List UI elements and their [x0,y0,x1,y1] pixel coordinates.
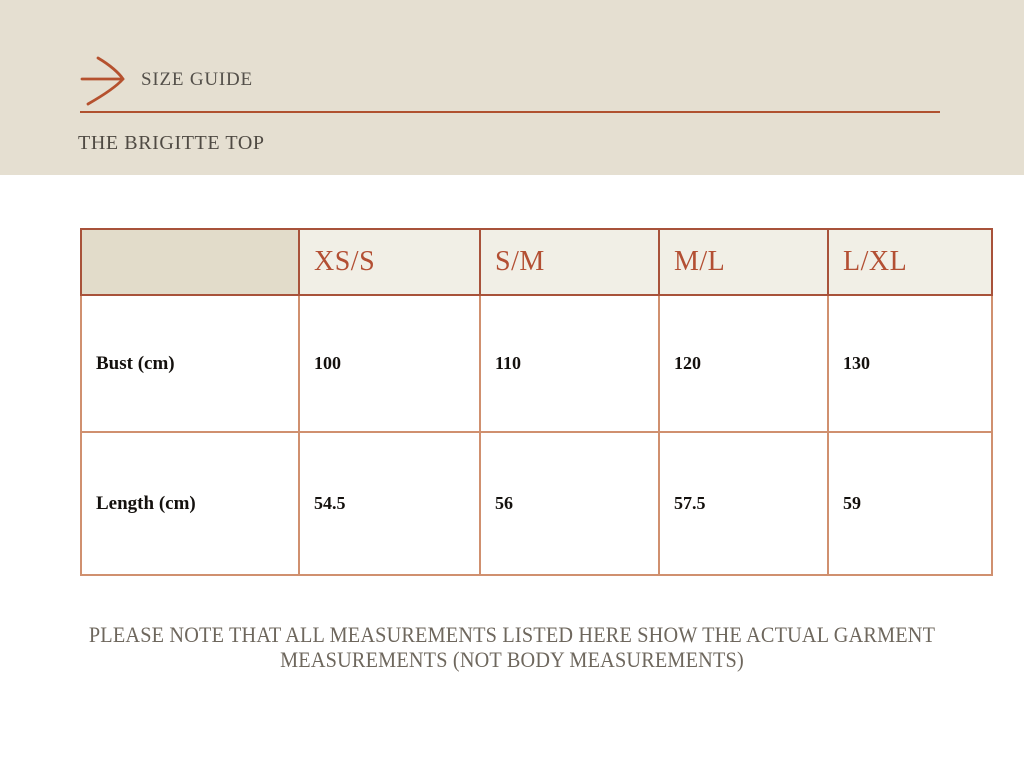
table-row-length: Length (cm) 54.5 56 57.5 59 [80,431,993,576]
size-col-header-s-m: S/M [479,228,660,296]
cell-length-s-m: 56 [479,431,660,576]
cell-bust-s-m: 110 [479,294,660,433]
measurement-note-line2: MEASUREMENTS (NOT BODY MEASUREMENTS) [280,647,744,672]
size-table-header-row: XS/S S/M M/L L/XL [80,228,993,296]
divider-rule [80,111,940,113]
size-table-container: XS/S S/M M/L L/XL Bust (cm) 100 110 120 … [80,228,993,576]
cell-bust-l-xl: 130 [827,294,993,433]
size-col-header-xs-s: XS/S [298,228,481,296]
size-col-header-m-l: M/L [658,228,829,296]
size-table: XS/S S/M M/L L/XL Bust (cm) 100 110 120 … [80,228,993,576]
header-banner: SIZE GUIDE THE BRIGITTE TOP [0,0,1024,175]
cell-length-l-xl: 59 [827,431,993,576]
page-title: SIZE GUIDE [141,69,253,90]
arrow-right-icon [78,50,128,108]
cell-bust-xs-s: 100 [298,294,481,433]
cell-length-xs-s: 54.5 [298,431,481,576]
size-col-header-l-xl: L/XL [827,228,993,296]
size-table-corner-cell [80,228,300,296]
measurement-note: PLEASE NOTE THAT ALL MEASUREMENTS LISTED… [41,622,983,672]
cell-bust-m-l: 120 [658,294,829,433]
table-row-bust: Bust (cm) 100 110 120 130 [80,294,993,433]
row-label-length: Length (cm) [80,431,300,576]
cell-length-m-l: 57.5 [658,431,829,576]
measurement-note-line1: PLEASE NOTE THAT ALL MEASUREMENTS LISTED… [88,622,936,647]
row-label-bust: Bust (cm) [80,294,300,433]
product-title: THE BRIGITTE TOP [78,132,265,154]
